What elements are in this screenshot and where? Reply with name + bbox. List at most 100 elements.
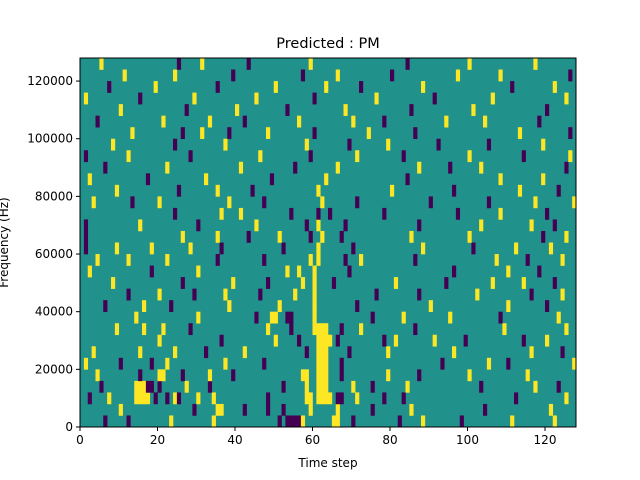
heatmap-cell: [386, 346, 391, 359]
heatmap-cell: [161, 115, 166, 128]
heatmap-cell: [157, 288, 162, 301]
heatmap-cell: [83, 219, 89, 232]
heatmap-cell: [316, 392, 333, 405]
heatmap-cell: [300, 277, 306, 289]
y-tick-label: 120000: [27, 74, 73, 88]
heatmap-cell: [107, 81, 112, 93]
x-tick-label: 80: [382, 433, 397, 447]
heatmap-cell: [180, 277, 185, 289]
heatmap-cell: [266, 392, 271, 405]
heatmap-cell: [308, 230, 313, 243]
heatmap-cell: [548, 403, 554, 416]
heatmap-cell: [300, 69, 306, 82]
heatmap-cell: [409, 403, 414, 416]
heatmap-cell: [552, 277, 557, 289]
heatmap-cell: [417, 288, 422, 301]
heatmap-cell: [564, 392, 569, 405]
y-tick-label: 80000: [35, 189, 73, 203]
heatmap-cell: [475, 288, 480, 301]
heatmap-cell: [87, 392, 92, 405]
heatmap-cell: [118, 357, 123, 370]
heatmap-cell: [250, 184, 255, 197]
heatmap-cell: [552, 219, 557, 232]
heatmap-cell: [266, 277, 271, 289]
heatmap-cell: [370, 311, 375, 324]
heatmap-cell: [413, 323, 418, 336]
heatmap-cell: [564, 323, 569, 336]
heatmap-cell: [514, 242, 519, 255]
heatmap-cell: [207, 369, 213, 382]
heatmap-cell: [347, 265, 352, 278]
heatmap-cell: [304, 346, 309, 359]
heatmap-cell: [165, 392, 170, 405]
heatmap-cell: [541, 173, 546, 186]
heatmap-cell: [436, 138, 441, 151]
heatmap-cell: [355, 150, 360, 163]
heatmap-cell: [448, 161, 453, 174]
heatmap-cell: [506, 265, 511, 278]
heatmap-cell: [529, 346, 534, 359]
heatmap-cell: [479, 380, 484, 393]
heatmap-cell: [285, 415, 302, 428]
y-axis: 0 20000 40000 60000 80000 100000 120000: [27, 74, 80, 434]
heatmap-cell: [238, 207, 244, 220]
heatmap-cell: [223, 138, 228, 151]
plot-area: [79, 57, 577, 428]
heatmap-cell: [145, 173, 151, 186]
heatmap-cell: [161, 323, 166, 336]
heatmap-cell: [281, 403, 286, 416]
heatmap-cell: [304, 392, 313, 405]
heatmap-cell: [180, 127, 185, 140]
heatmap-cell: [312, 92, 317, 105]
heatmap-cell: [173, 392, 178, 405]
heatmap-cell: [390, 69, 395, 82]
heatmap-cell: [308, 403, 313, 416]
heatmap-cell: [118, 403, 123, 416]
heatmap-cell: [359, 81, 364, 93]
heatmap-cell: [83, 150, 89, 163]
heatmap-cell: [339, 369, 344, 382]
heatmap-cell: [444, 277, 449, 289]
heatmap-cell: [126, 150, 131, 163]
heatmap-cell: [308, 58, 313, 70]
heatmap-cell: [556, 184, 561, 197]
heatmap-cell: [83, 357, 89, 370]
heatmap-cell: [521, 277, 526, 289]
heatmap-cell: [134, 380, 147, 393]
heatmap-cell: [366, 127, 371, 140]
heatmap-cell: [564, 230, 569, 243]
heatmap-cell: [231, 369, 236, 382]
heatmap-cell: [308, 150, 313, 163]
heatmap-cell: [545, 334, 550, 347]
y-tick-label: 60000: [35, 247, 73, 261]
heatmap-cell: [417, 219, 422, 232]
heatmap-cell: [215, 403, 224, 416]
heatmap-cell: [235, 104, 240, 116]
heatmap-cell: [552, 81, 557, 93]
heatmap-cell: [564, 92, 569, 105]
heatmap-cell: [498, 207, 503, 220]
heatmap-cell: [428, 196, 433, 209]
heatmap-cell: [564, 161, 569, 174]
heatmap-cell: [331, 415, 340, 428]
heatmap-cell: [452, 346, 457, 359]
heatmap-cell: [192, 403, 197, 416]
y-tick-label: 40000: [35, 305, 73, 319]
heatmap-cell: [258, 288, 263, 301]
heatmap-cell: [316, 242, 321, 255]
plot-frame: [79, 57, 577, 428]
heatmap-cell: [262, 196, 267, 209]
heatmap-cell: [533, 196, 538, 209]
heatmap-cell: [355, 392, 360, 405]
x-tick-label: 20: [150, 433, 165, 447]
heatmap-cell: [316, 369, 329, 382]
heatmap-cell: [297, 265, 302, 278]
heatmap-cell: [339, 357, 344, 370]
heatmap-cell: [238, 161, 244, 174]
heatmap-cell: [266, 403, 271, 416]
heatmap-cell: [312, 127, 317, 140]
heatmap-cell: [130, 196, 135, 209]
heatmap-cell: [91, 346, 96, 359]
heatmap-cell: [374, 288, 379, 301]
heatmap-cell: [242, 346, 247, 359]
